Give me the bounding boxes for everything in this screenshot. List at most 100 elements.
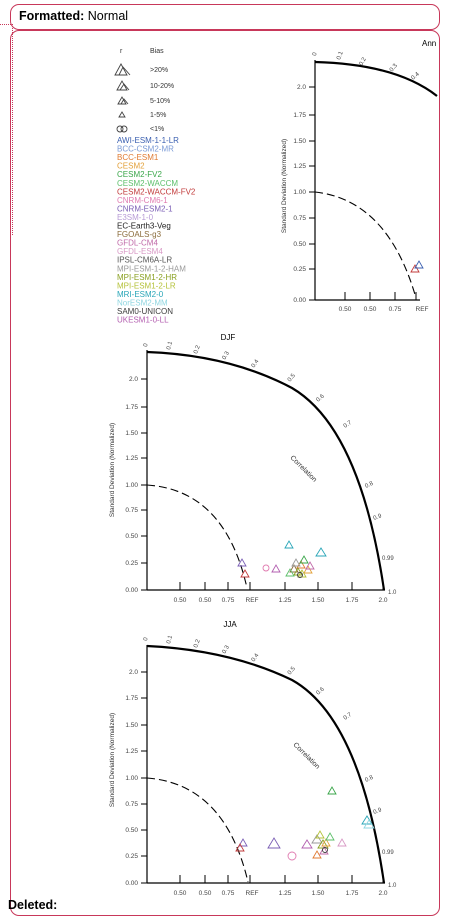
jja-xtick-3: REF	[246, 890, 259, 897]
jja-ytick-2: 0.50	[125, 827, 138, 834]
panel-ann-title: Ann	[422, 39, 436, 48]
jja-xtick-5: 1.50	[312, 890, 325, 897]
djf-ytick-4: 1.00	[125, 482, 138, 489]
panel-ann-ylabel: Standard Deviation (Normalized)	[281, 139, 288, 233]
svg-text:1.0: 1.0	[388, 883, 397, 889]
svg-text:0: 0	[143, 636, 150, 641]
legend-model-19: NorESM2-MM	[117, 298, 168, 307]
legend-model-17: MPI-ESM1-2-LR	[117, 281, 176, 290]
legend-bias-class-0: >20%	[150, 67, 168, 74]
svg-text:0.6: 0.6	[315, 686, 326, 696]
formatting-comment-text: Formatted: Normal	[19, 9, 128, 23]
svg-text:0.99: 0.99	[382, 850, 394, 856]
legend-model-7: CNRM-CM6-1	[117, 196, 168, 205]
ann-xtick-3: REF	[416, 306, 429, 313]
ann-xtick-1: 0.50	[364, 306, 377, 313]
legend-model-list: AWI-ESM-1-1-LRBCC-CSM2-MRBCC-ESM1CESM2CE…	[117, 136, 196, 325]
formatting-comment-balloon[interactable]: Formatted: Normal	[10, 4, 440, 30]
jja-xtick-7: 2.0	[378, 890, 387, 897]
legend-model-0: AWI-ESM-1-1-LR	[117, 136, 179, 145]
legend-model-10: EC-Earth3-Veg	[117, 222, 171, 231]
ann-ytick-4: 1.00	[293, 189, 306, 196]
svg-text:0.4: 0.4	[251, 358, 261, 369]
djf-xtick-5: 1.50	[312, 597, 325, 604]
svg-text:0.9: 0.9	[373, 513, 384, 522]
djf-xtick-0: 0.50	[174, 597, 187, 604]
formatted-value: Normal	[87, 9, 129, 23]
legend-header-bias: Bias	[150, 48, 164, 55]
panel-jja-ylabel: Standard Deviation (Normalized)	[109, 713, 116, 807]
legend-model-18: MRI-ESM2-0	[117, 290, 164, 299]
legend-model-20: SAM0-UNICON	[117, 307, 173, 316]
jja-xtick-6: 1.75	[346, 890, 359, 897]
ann-ytick-2: 0.50	[293, 241, 306, 248]
legend-model-2: BCC-ESM1	[117, 153, 159, 162]
svg-text:0.3: 0.3	[222, 644, 232, 655]
svg-text:0.1: 0.1	[166, 340, 174, 350]
panel-jja: JJA Standard Deviation (Normalized) 0.00…	[109, 620, 397, 897]
svg-text:0.8: 0.8	[364, 775, 375, 784]
djf-ytick-6: 1.50	[125, 430, 138, 437]
legend-bias-class-4: <1%	[150, 126, 164, 133]
ann-ytick-7: 1.75	[293, 112, 306, 119]
legend-model-1: BCC-CSM2-MR	[117, 145, 174, 154]
djf-xtick-1: 0.50	[199, 597, 212, 604]
formatted-label: Formatted:	[19, 9, 85, 23]
legend-model-8: CNRM-ESM2-1	[117, 204, 173, 213]
legend-model-16: MPI-ESM1-2-HR	[117, 273, 177, 282]
svg-text:0.2: 0.2	[193, 344, 202, 355]
ann-ytick-6: 1.50	[293, 138, 306, 145]
legend-model-12: GFDL-CM4	[117, 239, 158, 248]
djf-ytick-8: 2.0	[129, 376, 138, 383]
ann-xtick-2: 0.75	[389, 306, 402, 313]
legend-bias-symbols	[114, 63, 131, 133]
legend: r Bias >20% 10-20% 5-10% 1-5% <1% AWI-ES…	[114, 48, 196, 325]
jja-xtick-0: 0.50	[174, 890, 187, 897]
legend-model-5: CESM2-WACCM	[117, 179, 178, 188]
svg-text:0.99: 0.99	[382, 556, 394, 562]
panel-ann: Ann Standard Deviation (Normalized) 0.00…	[281, 39, 438, 313]
jja-xtick-1: 0.50	[199, 890, 212, 897]
legend-model-9: E3SM-1-0	[117, 213, 154, 222]
ann-ytick-5: 1.25	[293, 163, 306, 170]
jja-ytick-6: 1.50	[125, 722, 138, 729]
svg-text:0.3: 0.3	[222, 350, 232, 361]
deleted-label: Deleted:	[8, 898, 58, 912]
svg-text:0.2: 0.2	[193, 638, 202, 649]
legend-model-4: CESM2-FV2	[117, 170, 162, 179]
panel-djf-title: DJF	[221, 333, 236, 342]
djf-ytick-3: 0.75	[125, 507, 138, 514]
djf-xtick-3: REF	[246, 597, 259, 604]
djf-ytick-0: 0.00	[125, 587, 138, 594]
legend-bias-class-1: 10-20%	[150, 83, 174, 90]
svg-text:0.9: 0.9	[373, 807, 384, 816]
djf-ytick-1: 0.25	[125, 560, 138, 567]
svg-text:1.0: 1.0	[388, 590, 397, 596]
svg-text:0.1: 0.1	[336, 50, 345, 61]
svg-text:0.8: 0.8	[364, 481, 375, 490]
comment-connector-line	[0, 24, 13, 235]
jja-ytick-1: 0.25	[125, 853, 138, 860]
svg-text:0.6: 0.6	[315, 393, 326, 403]
jja-ytick-4: 1.00	[125, 775, 138, 782]
panel-djf-ylabel: Standard Deviation (Normalized)	[109, 423, 116, 517]
jja-correlation-label: Correlation	[292, 741, 321, 770]
ann-xtick-0: 0.50	[339, 306, 352, 313]
jja-ytick-8: 2.0	[129, 669, 138, 676]
svg-text:0.5: 0.5	[287, 666, 297, 677]
svg-text:0.4: 0.4	[251, 652, 261, 663]
jja-ytick-3: 0.75	[125, 801, 138, 808]
legend-model-11: FGOALS-g3	[117, 230, 162, 239]
deleted-comment-balloon[interactable]	[10, 30, 440, 916]
jja-ytick-0: 0.00	[125, 880, 138, 887]
jja-ytick-5: 1.25	[125, 748, 138, 755]
svg-text:0: 0	[312, 51, 319, 56]
svg-text:0.7: 0.7	[343, 712, 354, 722]
svg-text:0.2: 0.2	[359, 56, 369, 67]
legend-model-6: CESM2-WACCM-FV2	[117, 187, 196, 196]
legend-model-21: UKESM1-0-LL	[117, 316, 169, 325]
legend-model-15: MPI-ESM-1-2-HAM	[117, 264, 186, 273]
svg-text:0.3: 0.3	[389, 63, 399, 74]
legend-model-3: CESM2	[117, 162, 145, 171]
